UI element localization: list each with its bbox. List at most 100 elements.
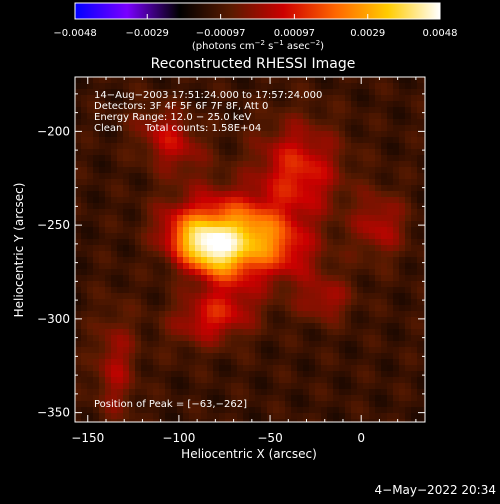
heatmap-cell xyxy=(303,365,310,372)
heatmap-cell xyxy=(93,305,100,312)
heatmap-cell xyxy=(285,371,292,378)
heatmap-cell xyxy=(291,107,298,114)
heatmap-cell xyxy=(405,347,412,354)
heatmap-cell xyxy=(267,215,274,222)
heatmap-cell xyxy=(195,185,202,192)
heatmap-cell xyxy=(171,161,178,168)
heatmap-cell xyxy=(369,299,376,306)
heatmap-cell xyxy=(81,203,88,210)
heatmap-cell xyxy=(363,281,370,288)
heatmap-cell xyxy=(135,287,142,294)
heatmap-cell xyxy=(135,137,142,144)
heatmap-cell xyxy=(351,413,358,420)
heatmap-cell xyxy=(81,335,88,342)
heatmap-cell xyxy=(297,419,304,423)
heatmap-cell xyxy=(213,143,220,150)
heatmap-cell xyxy=(279,293,286,300)
heatmap-cell xyxy=(249,341,256,348)
heatmap-cell xyxy=(231,83,238,90)
heatmap-cell xyxy=(381,311,388,318)
heatmap-cell xyxy=(123,371,130,378)
heatmap-cell xyxy=(93,293,100,300)
heatmap-cell xyxy=(99,353,106,360)
heatmap-cell xyxy=(75,131,82,138)
heatmap-cell xyxy=(135,125,142,132)
heatmap-cell xyxy=(375,347,382,354)
heatmap-cell xyxy=(333,395,340,402)
heatmap-cell xyxy=(93,401,100,408)
heatmap-cell xyxy=(141,359,148,366)
heatmap-cell xyxy=(393,371,400,378)
heatmap-cell xyxy=(279,389,286,396)
heatmap-cell xyxy=(135,89,142,96)
heatmap-cell xyxy=(297,155,304,162)
heatmap-cell xyxy=(351,89,358,96)
heatmap-cell xyxy=(225,155,232,162)
heatmap-cell xyxy=(345,395,352,402)
heatmap-cell xyxy=(87,89,94,96)
heatmap-cell xyxy=(249,233,256,240)
heatmap-cell xyxy=(387,395,394,402)
heatmap-cell xyxy=(207,293,214,300)
heatmap-cell xyxy=(297,347,304,354)
heatmap-cell xyxy=(309,269,316,276)
heatmap-cell xyxy=(327,395,334,402)
heatmap-cell xyxy=(279,77,286,84)
heatmap-cell xyxy=(165,131,172,138)
heatmap-cell xyxy=(423,215,426,222)
heatmap-cell xyxy=(351,149,358,156)
heatmap-cell xyxy=(387,83,394,90)
heatmap-cell xyxy=(321,125,328,132)
heatmap-cell xyxy=(171,137,178,144)
heatmap-cell xyxy=(195,167,202,174)
heatmap-cell xyxy=(171,185,178,192)
heatmap-cell xyxy=(213,269,220,276)
heatmap-cell xyxy=(243,239,250,246)
heatmap-cell xyxy=(315,179,322,186)
heatmap-cell xyxy=(261,113,268,120)
heatmap-cell xyxy=(405,137,412,144)
heatmap-cell xyxy=(291,281,298,288)
heatmap-cell xyxy=(111,191,118,198)
heatmap-cell xyxy=(159,101,166,108)
heatmap-cell xyxy=(81,197,88,204)
heatmap-cell xyxy=(297,233,304,240)
heatmap-cell xyxy=(93,269,100,276)
heatmap-cell xyxy=(387,185,394,192)
heatmap-cell xyxy=(129,173,136,180)
heatmap-cell xyxy=(375,167,382,174)
heatmap-cell xyxy=(237,407,244,414)
heatmap-cell xyxy=(369,113,376,120)
heatmap-cell xyxy=(363,221,370,228)
heatmap-cell xyxy=(249,89,256,96)
heatmap-cell xyxy=(159,239,166,246)
heatmap-cell xyxy=(153,347,160,354)
heatmap-cell xyxy=(417,323,424,330)
heatmap-cell xyxy=(249,311,256,318)
heatmap-cell xyxy=(417,341,424,348)
heatmap-cell xyxy=(207,83,214,90)
heatmap-cell xyxy=(171,275,178,282)
heatmap-cell xyxy=(339,383,346,390)
heatmap-cell xyxy=(147,293,154,300)
heatmap-cell xyxy=(147,353,154,360)
heatmap-cell xyxy=(93,233,100,240)
heatmap-cell xyxy=(405,305,412,312)
heatmap-cell xyxy=(177,323,184,330)
heatmap-cell xyxy=(153,83,160,90)
heatmap-cell xyxy=(393,113,400,120)
heatmap-cell xyxy=(285,155,292,162)
heatmap-cell xyxy=(75,281,82,288)
heatmap-cell xyxy=(357,245,364,252)
heatmap-cell xyxy=(321,419,328,423)
heatmap-cell xyxy=(327,77,334,84)
heatmap-cell xyxy=(285,161,292,168)
heatmap-cell xyxy=(87,401,94,408)
heatmap-cell xyxy=(123,251,130,258)
heatmap-cell xyxy=(189,311,196,318)
heatmap-cell xyxy=(339,215,346,222)
heatmap-cell xyxy=(267,239,274,246)
heatmap-cell xyxy=(93,395,100,402)
heatmap-cell xyxy=(207,203,214,210)
heatmap-cell xyxy=(291,119,298,126)
